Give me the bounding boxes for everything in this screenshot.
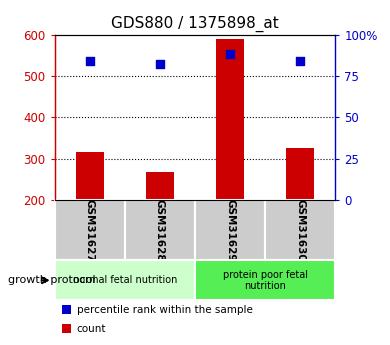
Text: protein poor fetal
nutrition: protein poor fetal nutrition <box>223 269 308 291</box>
Text: count: count <box>77 324 106 334</box>
Bar <box>195 200 265 260</box>
Text: GSM31627: GSM31627 <box>85 199 95 262</box>
Text: normal fetal nutrition: normal fetal nutrition <box>73 275 177 285</box>
Point <box>157 61 163 67</box>
Bar <box>62 324 71 333</box>
Bar <box>195 260 335 300</box>
Text: GSM31628: GSM31628 <box>155 199 165 262</box>
Text: growth protocol: growth protocol <box>8 275 96 285</box>
Bar <box>265 200 335 260</box>
Bar <box>76 152 104 200</box>
Bar <box>125 200 195 260</box>
Bar <box>216 39 244 200</box>
Text: percentile rank within the sample: percentile rank within the sample <box>77 305 253 315</box>
Point <box>297 58 303 64</box>
Text: GSM31630: GSM31630 <box>295 199 305 262</box>
Point <box>87 58 93 64</box>
Bar <box>62 305 71 314</box>
Text: GSM31629: GSM31629 <box>225 199 235 262</box>
Bar <box>55 260 195 300</box>
Point <box>227 52 233 57</box>
Bar <box>286 148 314 200</box>
Bar <box>55 200 125 260</box>
Title: GDS880 / 1375898_at: GDS880 / 1375898_at <box>111 16 279 32</box>
Bar <box>146 172 174 200</box>
